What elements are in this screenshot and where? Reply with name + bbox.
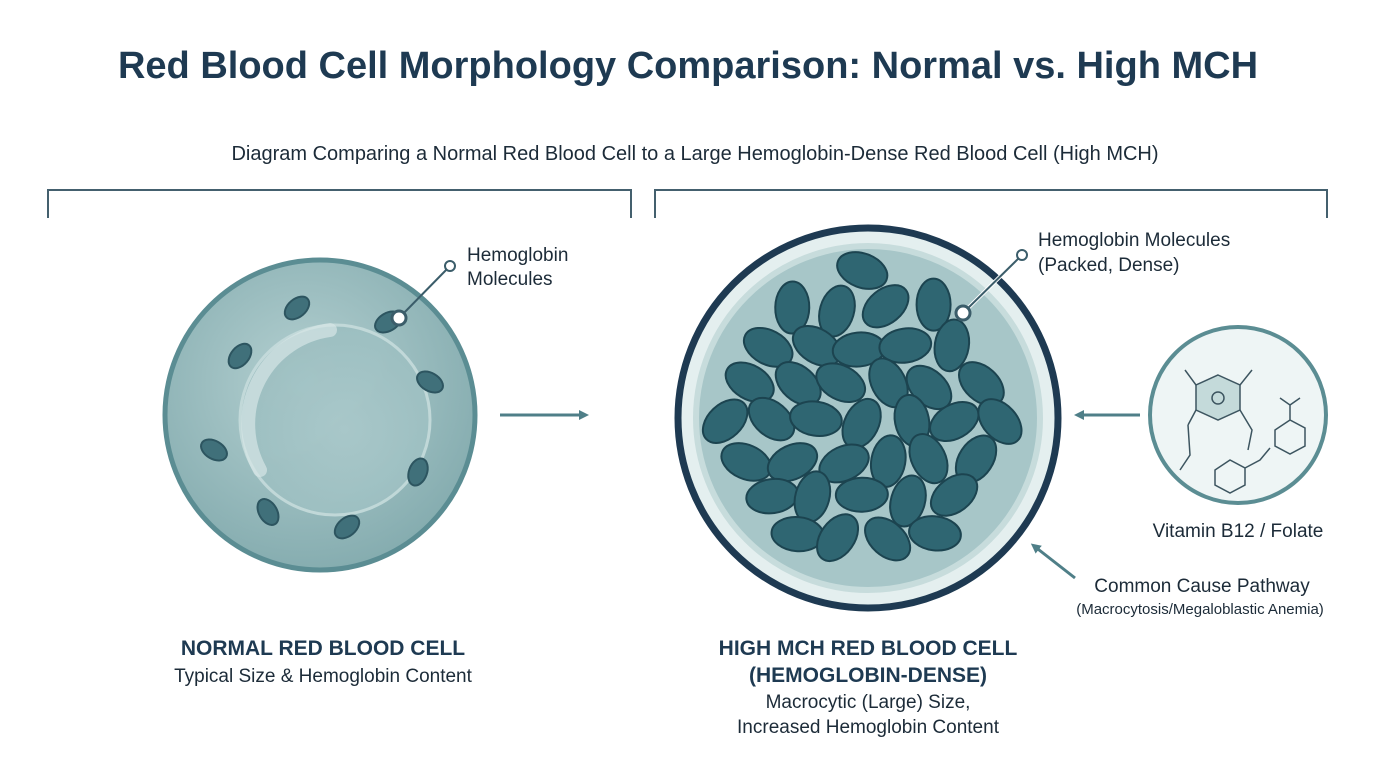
normal-cell (162, 257, 478, 573)
molecule (878, 327, 933, 364)
molecule (929, 473, 979, 517)
molecule (283, 295, 311, 321)
pathway-label: Common Cause Pathway (1094, 576, 1310, 597)
molecule (977, 398, 1023, 445)
molecule (200, 438, 228, 462)
cell-heading: HIGH MCH RED BLOOD CELL (719, 637, 1018, 660)
cell-description: Typical Size & Hemoglobin Content (174, 666, 473, 687)
cell-heading: NORMAL RED BLOOD CELL (181, 637, 465, 660)
molecule (256, 498, 280, 526)
molecule (333, 514, 361, 540)
molecule (908, 433, 949, 485)
molecule (834, 476, 889, 513)
molecule (227, 342, 253, 370)
bracket (654, 189, 1328, 218)
molecule (861, 284, 910, 329)
title: Red Blood Cell Morphology Comparison: No… (118, 45, 1258, 87)
molecule (929, 401, 980, 443)
callout-line (962, 254, 1023, 314)
hemoglobin-molecules (701, 251, 1023, 563)
molecule (816, 513, 860, 563)
molecule (864, 516, 912, 562)
molecule (889, 474, 927, 528)
molecule (908, 515, 962, 552)
molecule (933, 318, 971, 373)
molecule (774, 280, 811, 335)
molecule (724, 361, 775, 403)
subtitle: Diagram Comparing a Normal Red Blood Cel… (231, 143, 1158, 165)
callout-dot (1016, 249, 1028, 261)
molecule (915, 277, 952, 332)
callout-dot (954, 304, 972, 322)
molecule (742, 326, 794, 368)
cell-heading: (HEMOGLOBIN-DENSE) (749, 664, 987, 687)
callout-label: Molecules (467, 269, 553, 290)
callout-label: (Packed, Dense) (1038, 255, 1180, 276)
callout-label: Hemoglobin Molecules (1038, 230, 1230, 251)
callout-dot (444, 260, 456, 272)
cell-description: Increased Hemoglobin Content (737, 717, 1000, 738)
molecule (789, 400, 843, 437)
callout-dot (390, 309, 408, 327)
molecule (766, 442, 819, 483)
molecule (815, 362, 867, 403)
molecule (407, 457, 429, 487)
molecule (836, 251, 889, 290)
callout-line (398, 265, 451, 319)
hemoglobin-molecules (200, 295, 444, 540)
molecule (701, 398, 749, 444)
pathway-detail: (Macrocytosis/Megaloblastic Anemia) (1076, 601, 1324, 618)
molecule (416, 370, 444, 394)
bracket (47, 189, 632, 218)
cause-label: Vitamin B12 / Folate (1153, 521, 1324, 542)
cell-description: Macrocytic (Large) Size, (766, 692, 971, 713)
vitamin-molecule (1148, 325, 1328, 505)
arrow (1030, 543, 1076, 580)
molecule (747, 396, 796, 442)
callout-label: Hemoglobin (467, 245, 568, 266)
